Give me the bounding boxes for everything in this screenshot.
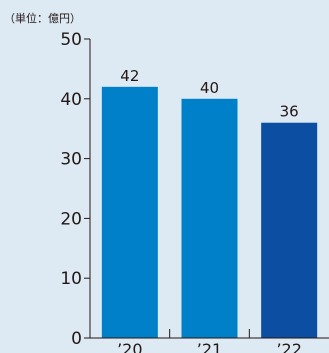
y-tick-label: 20 [60, 209, 82, 229]
x-tick-label: ’21 [197, 340, 222, 353]
bar [181, 98, 238, 338]
y-tick-label: 30 [60, 150, 82, 170]
bars: 42 40 36 [101, 67, 318, 338]
y-tick-label: 10 [60, 269, 82, 289]
y-tick-label: 40 [60, 90, 82, 110]
y-tick-label: 0 [71, 329, 82, 349]
bar [101, 86, 158, 338]
x-tick-label: ’20 [117, 340, 142, 353]
bar [261, 122, 318, 338]
x-axis: ’20 ’21 ’22 [90, 329, 329, 353]
unit-label: （単位：億円） [4, 11, 81, 25]
x-tick-label: ’22 [276, 340, 301, 353]
data-label: 42 [120, 67, 139, 85]
data-label: 40 [200, 79, 219, 97]
y-axis: 0 10 20 30 40 50 [60, 30, 91, 349]
data-label: 36 [280, 103, 299, 121]
y-tick-label: 50 [60, 30, 82, 50]
